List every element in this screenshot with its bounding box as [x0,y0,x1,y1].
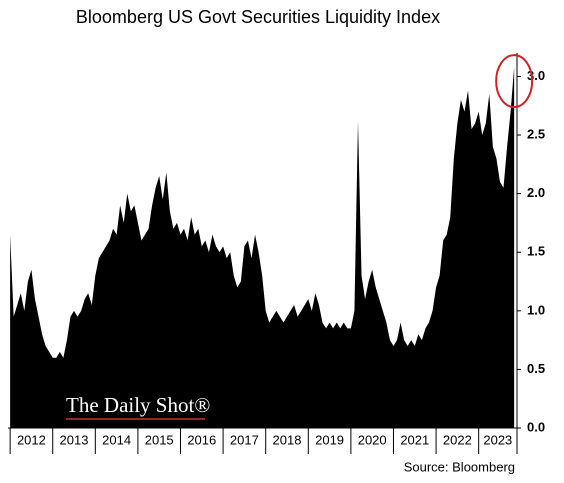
x-tick-label: 2015 [145,432,174,447]
x-tick-label: 2019 [315,432,344,447]
chart-title: Bloomberg US Govt Securities Liquidity I… [76,7,440,27]
y-tick-label: 0.0 [527,419,545,434]
y-tick-label: 2.0 [527,185,545,200]
y-tick-label: 2.5 [527,126,545,141]
highlight-circle [495,54,534,109]
x-tick-label: 2020 [358,432,387,447]
x-tick-label: 2021 [400,432,429,447]
x-tick-label: 2016 [187,432,216,447]
y-tick-label: 1.5 [527,244,545,259]
x-tick-label: 2013 [60,432,89,447]
x-tick-label: 2018 [273,432,302,447]
x-tick-label: 2022 [443,432,472,447]
y-tick-label: 1.0 [527,302,545,317]
x-tick-label: 2014 [102,432,131,447]
area [10,67,515,428]
x-tick-label: 2023 [483,432,512,447]
y-tick-label: 0.5 [527,361,545,376]
watermark: The Daily Shot® [66,393,210,417]
x-tick-label: 2012 [17,432,46,447]
x-tick-label: 2017 [230,432,259,447]
source: Source: Bloomberg [404,459,515,474]
